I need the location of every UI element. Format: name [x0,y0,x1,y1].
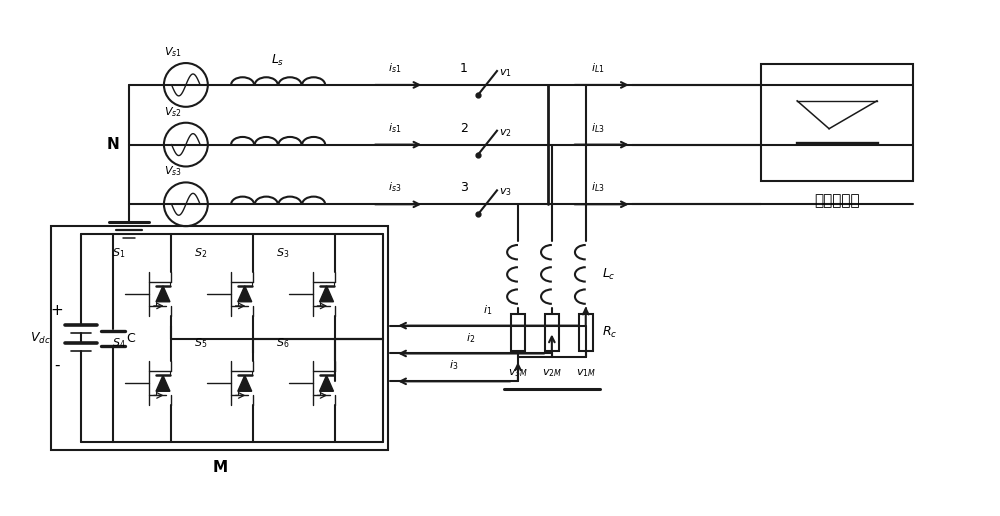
Text: $R_c$: $R_c$ [602,325,617,340]
Polygon shape [156,286,170,302]
Text: 1: 1 [460,62,468,75]
Text: $i_{s3}$: $i_{s3}$ [388,181,401,195]
Text: $i_{s1}$: $i_{s1}$ [388,121,401,135]
Polygon shape [320,286,334,302]
Text: $i_{L3}$: $i_{L3}$ [591,121,605,135]
Text: $v_{2M}$: $v_{2M}$ [542,367,562,379]
Text: $V_{s2}$: $V_{s2}$ [164,105,182,119]
Bar [545,314,559,351]
Text: +: + [51,303,64,318]
Text: $S_3$: $S_3$ [276,246,289,260]
Text: $i_{L3}$: $i_{L3}$ [591,181,605,195]
Text: $v_{1M}$: $v_{1M}$ [576,367,596,379]
Polygon shape [156,375,170,391]
Polygon shape [238,375,252,391]
Text: $S_2$: $S_2$ [194,246,207,260]
Text: $V_{s3}$: $V_{s3}$ [164,165,182,179]
Bar [761,64,913,182]
Text: 3: 3 [460,181,468,195]
Text: $i_1$: $i_1$ [483,303,493,317]
Text: $v_{3M}$: $v_{3M}$ [508,367,528,379]
Text: $v_3$: $v_3$ [499,186,512,198]
Text: $S_4$: $S_4$ [112,336,126,349]
Text: M: M [212,460,227,475]
Text: $V_{s1}$: $V_{s1}$ [164,45,182,59]
Text: $i_2$: $i_2$ [466,331,476,345]
Text: $S_5$: $S_5$ [194,336,207,349]
Bar [511,314,525,351]
Bar [579,314,593,351]
Text: $v_1$: $v_1$ [499,67,512,79]
Text: $L_s$: $L_s$ [271,53,285,68]
Text: -: - [54,358,60,373]
Text: $i_{L1}$: $i_{L1}$ [591,61,605,75]
Polygon shape [320,375,334,391]
Bar [51,226,388,450]
Text: 非线性负载: 非线性负载 [814,194,860,208]
Text: $L_c$: $L_c$ [602,267,615,282]
Polygon shape [238,286,252,302]
Text: $i_{s1}$: $i_{s1}$ [388,61,401,75]
Text: N: N [106,137,119,152]
Text: $v_2$: $v_2$ [499,127,512,139]
Text: $S_1$: $S_1$ [112,246,126,260]
Text: 2: 2 [460,122,468,135]
Text: $S_6$: $S_6$ [276,336,289,349]
Text: C: C [126,332,135,345]
Text: $i_3$: $i_3$ [449,359,459,373]
Text: $V_{dc}$: $V_{dc}$ [30,331,51,346]
